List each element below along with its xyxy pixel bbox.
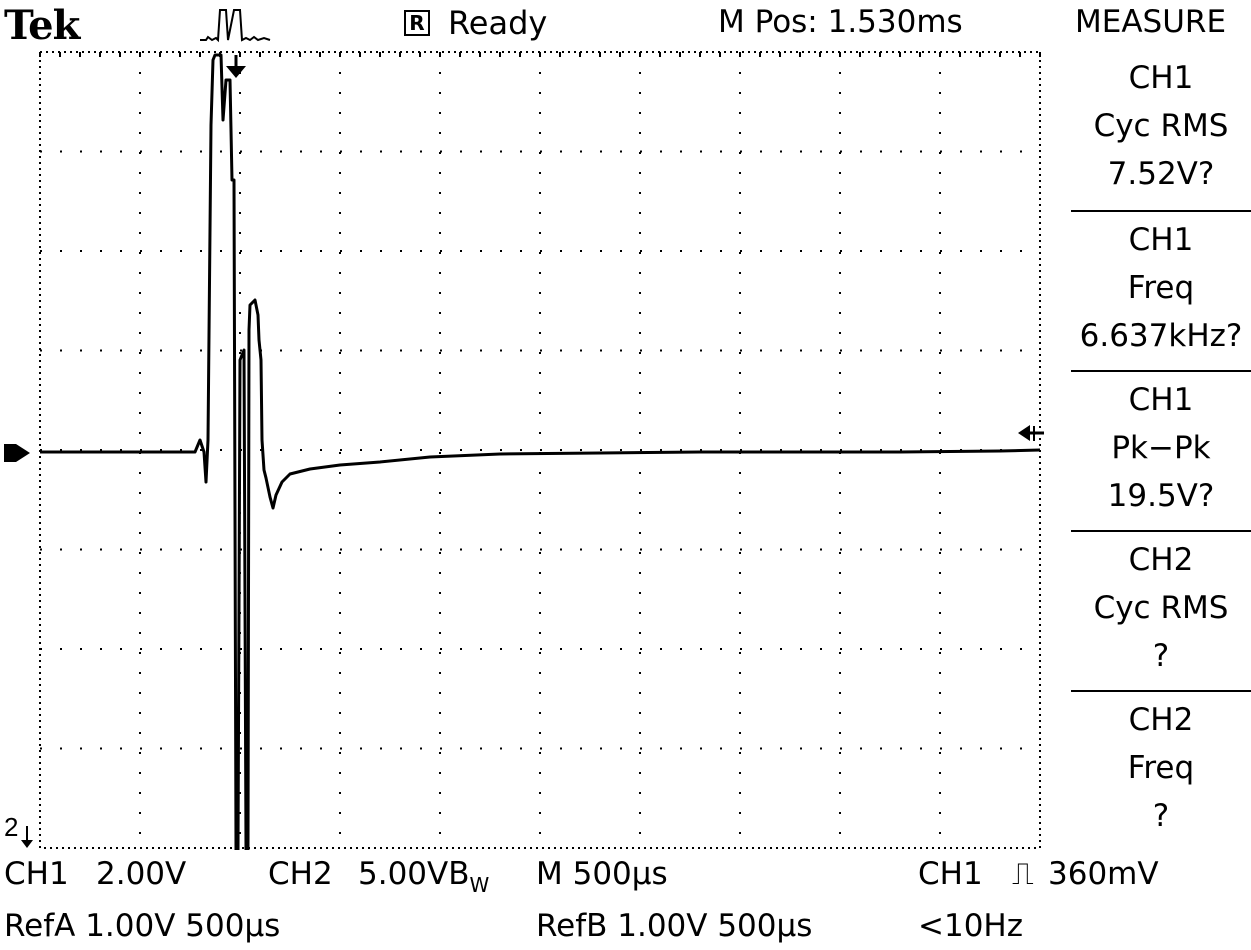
brand-logo: Tek bbox=[4, 2, 80, 49]
ch1-label: CH1 bbox=[4, 856, 69, 892]
measure-channel: CH1 bbox=[1128, 382, 1194, 418]
trigger-level-marker bbox=[1018, 425, 1044, 441]
trigger-position-marker bbox=[226, 55, 246, 78]
measure-value: 6.637kHz? bbox=[1079, 318, 1243, 354]
trigger-pulse-icon bbox=[200, 9, 271, 43]
measure-value: ? bbox=[1152, 798, 1170, 834]
menu-divider bbox=[1071, 530, 1251, 532]
timebase-readout: M 500µs bbox=[536, 856, 668, 892]
measure-channel: CH2 bbox=[1128, 702, 1194, 738]
measure-type: Cyc RMS bbox=[1093, 590, 1229, 626]
run-state-indicator: R bbox=[404, 10, 430, 36]
graticule bbox=[39, 51, 1041, 849]
measure-slot-1[interactable]: CH1 Cyc RMS 7.52V? bbox=[1071, 54, 1251, 204]
acquisition-status: Ready bbox=[448, 4, 548, 42]
menu-divider bbox=[1071, 210, 1251, 212]
measure-slot-3[interactable]: CH1 Pk−Pk 19.5V? bbox=[1071, 376, 1251, 526]
ch2-volts-per-div: 5.00VBW bbox=[358, 856, 489, 897]
measure-slot-2[interactable]: CH1 Freq 6.637kHz? bbox=[1071, 216, 1251, 366]
ch2-label: CH2 bbox=[268, 856, 333, 892]
measure-type: Pk−Pk bbox=[1111, 430, 1211, 466]
measure-channel: CH2 bbox=[1128, 542, 1194, 578]
ch2-scale-value: 5.00VB bbox=[358, 856, 470, 892]
ch2-ground-marker: 2 bbox=[4, 812, 33, 848]
measure-value: 19.5V? bbox=[1107, 478, 1215, 514]
measure-slot-4[interactable]: CH2 Cyc RMS ? bbox=[1071, 536, 1251, 686]
measure-channel: CH1 bbox=[1128, 222, 1194, 258]
waveform-display: 2 bbox=[4, 51, 1044, 850]
measure-menu-title: MEASURE bbox=[1075, 4, 1227, 40]
measure-value: 7.52V? bbox=[1107, 156, 1215, 192]
measure-slot-5[interactable]: CH2 Freq ? bbox=[1071, 696, 1251, 846]
ch1-volts-per-div: 2.00V bbox=[96, 856, 187, 892]
bandwidth-limit-indicator: W bbox=[469, 873, 490, 897]
trigger-source: CH1 bbox=[918, 856, 983, 892]
trigger-frequency-readout: <10Hz bbox=[918, 908, 1024, 944]
measure-menu: CH1 Cyc RMS 7.52V? CH1 Freq 6.637kHz? CH… bbox=[1045, 50, 1251, 850]
measure-type: Cyc RMS bbox=[1093, 108, 1229, 144]
ch2-marker-label: 2 bbox=[4, 812, 18, 842]
ch1-ground-marker bbox=[4, 444, 30, 462]
measure-channel: CH1 bbox=[1128, 60, 1194, 96]
ch1-waveform-trace bbox=[40, 53, 1041, 850]
trigger-level-readout: 360mV bbox=[1048, 856, 1159, 892]
measure-type: Freq bbox=[1127, 750, 1195, 786]
measure-type: Freq bbox=[1127, 270, 1195, 306]
menu-divider bbox=[1071, 690, 1251, 692]
measure-value: ? bbox=[1152, 638, 1170, 674]
menu-divider bbox=[1071, 370, 1251, 372]
trigger-slope-icon: ⎍ bbox=[1012, 856, 1034, 892]
refa-readout: RefA 1.00V 500µs bbox=[4, 908, 281, 944]
refb-readout: RefB 1.00V 500µs bbox=[536, 908, 813, 944]
top-status-bar: Tek R Ready M Pos: 1.530ms MEASURE bbox=[0, 0, 1251, 50]
main-position-readout: M Pos: 1.530ms bbox=[718, 4, 963, 40]
